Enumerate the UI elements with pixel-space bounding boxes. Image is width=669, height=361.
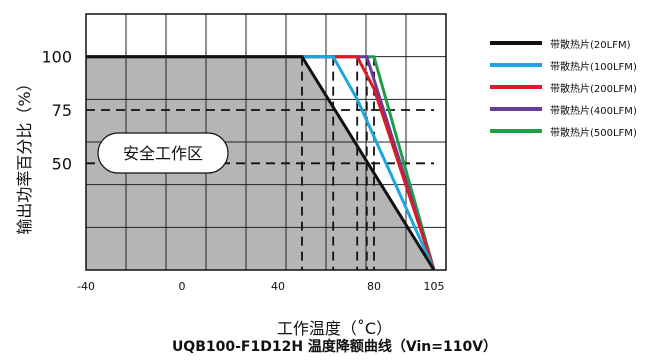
legend-swatch xyxy=(490,129,542,133)
legend-swatch xyxy=(490,41,542,45)
y-tick-label: 75 xyxy=(52,101,72,120)
annotation-label: 安全工作区 xyxy=(123,144,203,163)
x-axis-title: 工作温度（˚C） xyxy=(276,319,393,338)
y-tick-labels: 100 75 50 xyxy=(41,48,72,174)
chart-subtitle: UQB100-F1D12H 温度降额曲线（Vin=110V） xyxy=(171,339,498,355)
y-tick-label: 50 xyxy=(52,154,72,173)
x-tick-label: 105 xyxy=(424,280,445,293)
legend-swatch xyxy=(490,63,542,67)
safe-area-annotation: 安全工作区 xyxy=(97,132,229,174)
legend: 带散热片(20LFM) 带散热片(100LFM) 带散热片(200LFM) 带散… xyxy=(490,36,665,146)
x-tick-labels: -40 0 40 80 105 xyxy=(77,280,444,293)
legend-swatch xyxy=(490,107,542,111)
plot-frame xyxy=(85,13,447,271)
legend-label: 带散热片(200LFM) xyxy=(550,84,637,95)
legend-label: 带散热片(500LFM) xyxy=(550,128,637,139)
y-axis-title: 输出功率百分比（%） xyxy=(15,75,34,235)
x-tick-label: 40 xyxy=(271,280,285,293)
x-tick-label: -40 xyxy=(77,280,95,293)
legend-item: 带散热片(100LFM) xyxy=(490,58,665,80)
legend-label: 带散热片(20LFM) xyxy=(550,40,631,51)
series-lines xyxy=(86,55,436,271)
annotation-box xyxy=(97,132,229,174)
x-tick-label: 0 xyxy=(179,280,186,293)
legend-item: 带散热片(400LFM) xyxy=(490,102,665,124)
legend-item: 带散热片(20LFM) xyxy=(490,36,665,58)
series-line xyxy=(86,55,436,271)
legend-swatch xyxy=(490,85,542,89)
legend-label: 带散热片(100LFM) xyxy=(550,62,637,73)
legend-item: 带散热片(500LFM) xyxy=(490,124,665,146)
x-tick-label: 80 xyxy=(367,280,381,293)
legend-label: 带散热片(400LFM) xyxy=(550,106,637,117)
y-tick-label: 100 xyxy=(41,48,72,67)
legend-item: 带散热片(200LFM) xyxy=(490,80,665,102)
